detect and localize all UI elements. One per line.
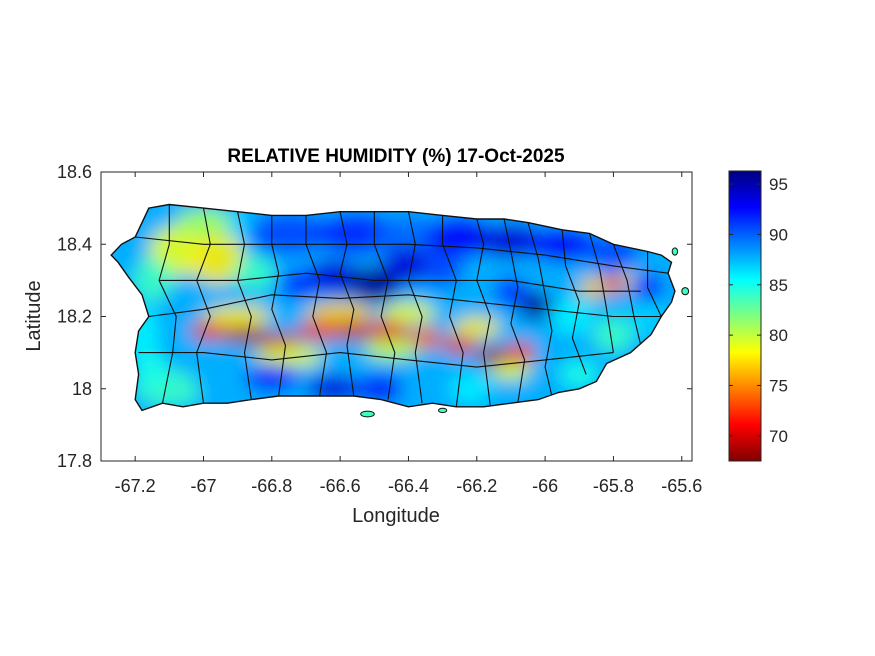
field-cell — [364, 338, 419, 360]
field-cell — [244, 363, 300, 393]
y-tick-label: 17.8 — [57, 451, 92, 471]
field-cell — [254, 345, 324, 368]
municipal-border — [138, 352, 614, 368]
small-islands — [360, 247, 690, 418]
field-cell — [422, 251, 464, 288]
x-tick-label: -67.2 — [115, 476, 156, 496]
plot-area: -67.2 -67 -66.8 -66.6 -66.4 -66.2 -66 -65.8 -65.… — [57, 162, 702, 496]
field-cell — [398, 374, 453, 404]
field-cell — [333, 322, 375, 340]
municipal-border — [476, 218, 491, 407]
x-tick-label: -65.6 — [661, 476, 702, 496]
colorbar-tick-label: 80 — [769, 326, 788, 345]
municipal-border — [527, 222, 553, 397]
x-axis-label: Longitude — [352, 505, 440, 527]
field-cell — [528, 226, 597, 263]
field-cell — [507, 341, 535, 364]
field-cell — [189, 322, 231, 340]
colorbar-gradient — [728, 170, 762, 462]
municipal-border — [148, 294, 662, 318]
island-field — [111, 204, 675, 411]
municipal-border — [237, 211, 252, 400]
municipal-border — [305, 215, 328, 397]
municipal-borders — [135, 204, 669, 407]
field-cell — [579, 276, 607, 299]
x-tick-label: -66 — [532, 476, 558, 496]
island-coastline — [110, 203, 676, 412]
colorbar-tick-label: 70 — [769, 427, 788, 446]
field-cell — [449, 374, 491, 404]
small-island — [681, 287, 690, 296]
x-tick-label: -65.8 — [593, 476, 634, 496]
field-cell — [558, 359, 600, 389]
y-tick-label: 18 — [72, 379, 92, 399]
small-island — [438, 407, 448, 414]
chart-title: RELATIVE HUMIDITY (%) 17-Oct-2025 — [227, 146, 565, 167]
x-tick-label: -66.6 — [320, 476, 361, 496]
field-cell — [278, 269, 320, 299]
field-cell — [374, 215, 443, 259]
field-cell — [176, 208, 231, 238]
colorbar-tick-label: 75 — [769, 376, 788, 395]
field-cell — [305, 302, 375, 324]
field-cell — [551, 298, 593, 335]
field-cell — [135, 352, 170, 389]
field-cell — [381, 302, 436, 324]
field-cell — [193, 367, 248, 396]
x-tick-label: -66.4 — [388, 476, 429, 496]
field-cell — [367, 320, 409, 342]
small-island — [671, 247, 679, 256]
municipal-border — [135, 236, 669, 274]
y-axis: 17.8 18 18.2 18.4 18.6 — [57, 162, 692, 471]
field-cell — [452, 316, 501, 339]
municipal-border — [561, 229, 587, 375]
x-tick-label: -66.2 — [456, 476, 497, 496]
field-cell — [295, 322, 344, 340]
y-tick-label: 18.6 — [57, 162, 92, 182]
colorbar-ticks: 70 75 80 85 90 95 — [729, 175, 788, 446]
municipal-border — [647, 251, 662, 317]
colorbar-tick-label: 85 — [769, 276, 788, 295]
field-cell — [442, 336, 477, 355]
colorbar: 70 75 80 85 90 95 — [728, 170, 788, 462]
y-axis-label: Latitude — [23, 280, 45, 351]
colorbar-tick-label: 95 — [769, 175, 788, 194]
municipal-border — [612, 244, 642, 346]
y-tick-label: 18.4 — [57, 234, 92, 254]
x-tick-label: -67 — [190, 476, 216, 496]
field-cell — [476, 347, 511, 366]
municipal-border — [196, 207, 211, 404]
field-cell — [203, 305, 272, 328]
field-cell — [189, 233, 245, 284]
field-cell — [517, 291, 553, 321]
y-tick-label: 18.2 — [57, 307, 92, 327]
municipal-border — [588, 233, 614, 353]
municipal-border — [159, 272, 641, 292]
field-cell — [490, 361, 532, 380]
municipal-border — [442, 215, 464, 407]
field-cell — [381, 247, 436, 284]
municipal-border — [271, 215, 287, 397]
field-cell — [234, 255, 276, 292]
colorbar-tick-label: 90 — [769, 225, 788, 244]
field-cell — [493, 276, 528, 306]
field-cell — [306, 258, 361, 295]
field-cell — [224, 325, 265, 344]
municipal-border — [373, 211, 396, 400]
field-cell — [353, 374, 409, 404]
x-axis: -67.2 -67 -66.8 -66.6 -66.4 -66.2 -66 -65.8 -65.… — [115, 172, 702, 496]
field-cell — [592, 316, 634, 353]
municipal-border — [158, 204, 177, 404]
small-island — [360, 410, 375, 418]
x-tick-label: -66.8 — [251, 476, 292, 496]
